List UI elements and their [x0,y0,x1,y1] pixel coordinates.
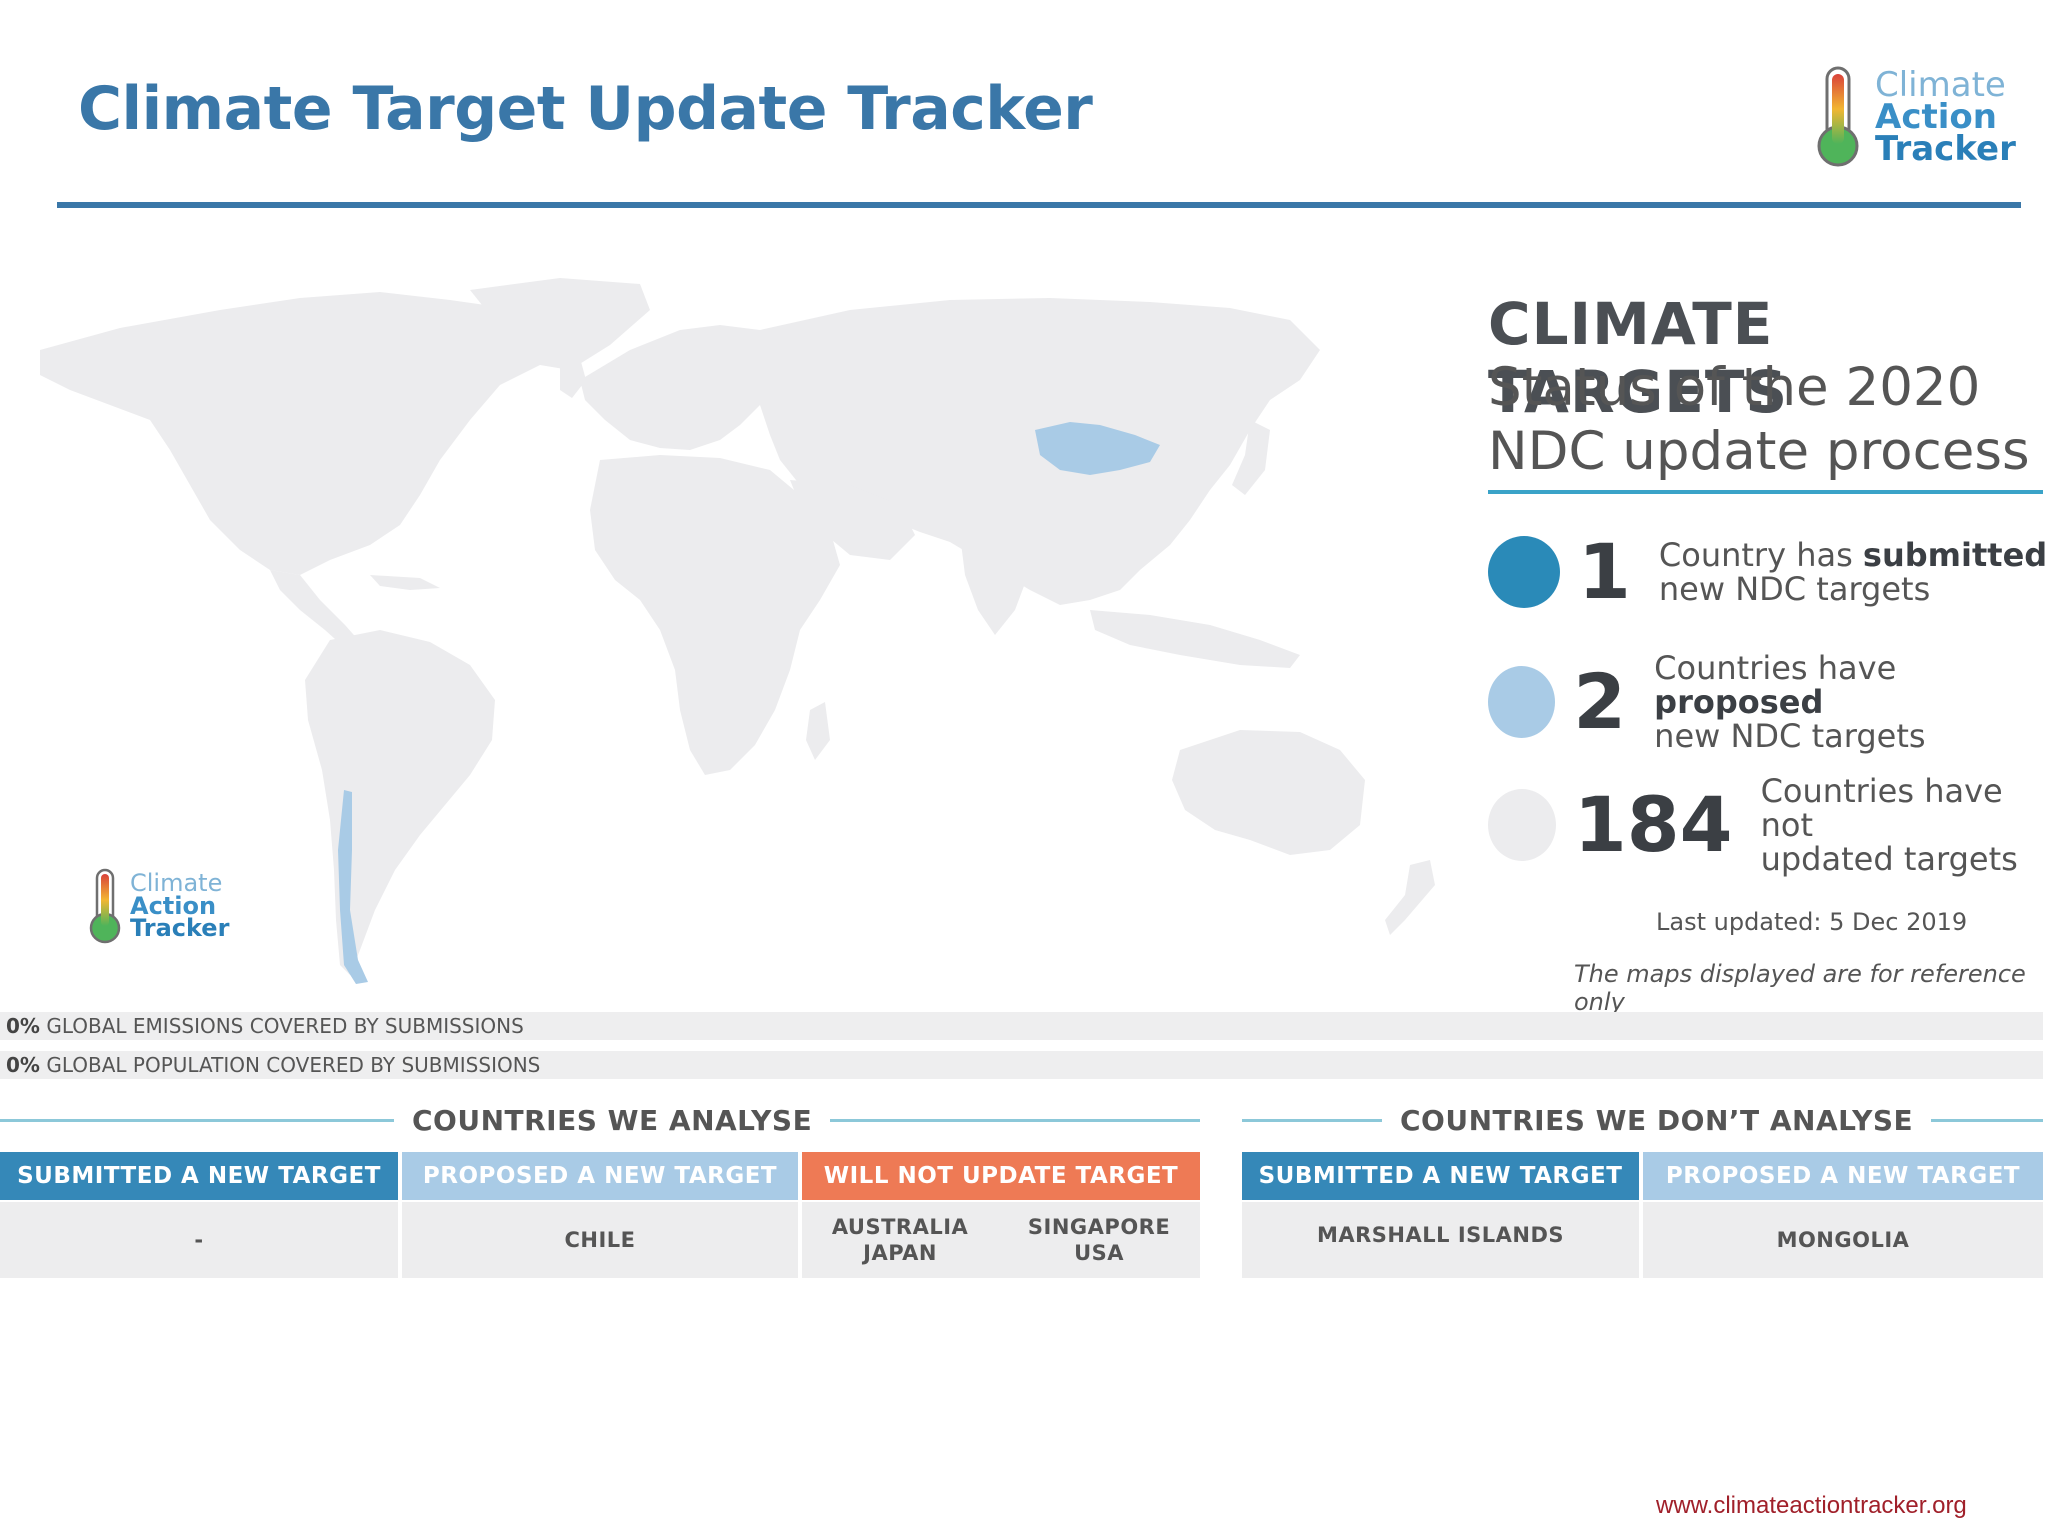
map-country-mongolia [1035,422,1160,475]
not-analysed-submitted-value: MARSHALL ISLANDS [1242,1202,1639,1278]
stat-description: Countries have not updated targets [1760,772,2018,878]
not-analysed-submitted-header: SUBMITTED A NEW TARGET [1242,1152,1639,1200]
population-coverage-bar: 0% GLOBAL POPULATION COVERED BY SUBMISSI… [0,1051,2043,1079]
title-divider [57,202,2021,208]
footer-url[interactable]: www.climateactiontracker.org [1656,1492,1967,1519]
not-analysed-section-heading: COUNTRIES WE DON’T ANALYSE [1242,1104,2043,1137]
emissions-coverage-pct: 0% [6,1014,40,1038]
thermometer-icon [89,868,121,944]
analysed-submitted-value: - [0,1202,398,1278]
analysed-submitted-header: SUBMITTED A NEW TARGET [0,1152,398,1200]
emissions-coverage-bar: 0% GLOBAL EMISSIONS COVERED BY SUBMISSIO… [0,1012,2043,1040]
panel-heading: CLIMATE TARGETS [1488,290,1789,426]
logo-word-climate: Climate [1875,64,2006,105]
stat-description: Country has submitted new NDC targets [1658,536,2048,608]
map-country-chile [338,790,368,984]
analysed-proposed-value: CHILE [402,1202,798,1278]
stat-description: Countries have proposed new NDC targets [1654,649,1926,755]
panel-subheading: Status of the 2020 NDC update process [1488,357,2030,482]
will-not-col-2: SINGAPORE USA [1027,1215,1171,1265]
page-title: Climate Target Update Tracker [78,74,1093,144]
not-analysed-proposed-header: PROPOSED A NEW TARGET [1643,1152,2043,1200]
stat-submitted: 1 Country has submitted new NDC targets [1488,534,2047,610]
will-not-col-1: AUSTRALIA JAPAN [831,1215,969,1265]
panel-divider [1488,490,2043,494]
stat-not-updated: 184 Countries have not updated targets [1488,774,2048,876]
climate-action-tracker-logo: Climate Action Tracker [1815,66,2016,168]
stat-proposed: 2 Countries have proposed new NDC target… [1488,651,2048,753]
world-map [40,278,1435,984]
stat-count: 184 [1573,780,1733,869]
analysed-proposed-header: PROPOSED A NEW TARGET [402,1152,798,1200]
logo-word-action: Action [130,891,217,920]
map-disclaimer: The maps displayed are for reference onl… [1574,960,2026,1016]
map-land [40,278,1435,975]
not-analysed-proposed-value: MONGOLIA [1643,1202,2043,1278]
logo-word-tracker: Tracker [130,914,230,943]
emissions-coverage-text: GLOBAL EMISSIONS COVERED BY SUBMISSIONS [46,1014,524,1038]
analysed-section-heading: COUNTRIES WE ANALYSE [0,1104,1200,1137]
population-coverage-pct: 0% [6,1053,40,1077]
proposed-legend-dot [1488,666,1556,738]
logo-word-tracker: Tracker [1875,129,2016,170]
last-updated: Last updated: 5 Dec 2019 [1656,908,1968,936]
submitted-legend-dot [1488,536,1560,608]
population-coverage-text: GLOBAL POPULATION COVERED BY SUBMISSIONS [46,1053,541,1077]
map-logo: Climate Action Tracker [88,868,229,944]
logo-word-action: Action [1875,96,1997,137]
thermometer-icon [1817,66,1859,167]
stat-count: 1 [1578,527,1631,616]
logo-word-climate: Climate [130,868,223,897]
analysed-will-not-value: AUSTRALIA JAPAN SINGAPORE USA [802,1202,1200,1278]
analysed-will-not-header: WILL NOT UPDATE TARGET [802,1152,1200,1200]
not-updated-legend-dot [1488,789,1556,861]
stat-count: 2 [1573,657,1627,746]
